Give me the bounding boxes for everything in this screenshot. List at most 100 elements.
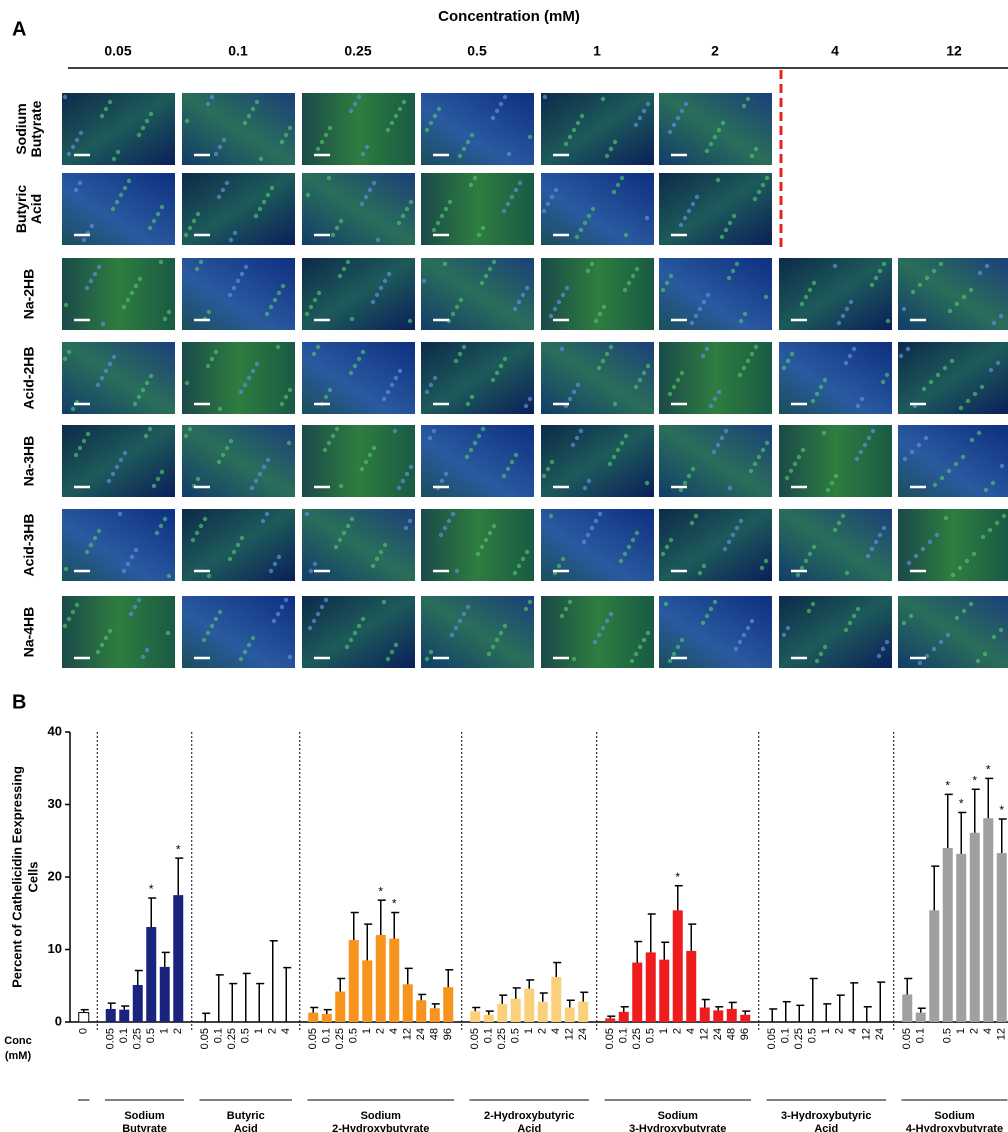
micrograph <box>779 596 892 668</box>
cell-spot <box>764 175 770 181</box>
micrograph <box>898 342 1008 414</box>
cell-spot <box>133 547 139 553</box>
x-tick-label: 4 <box>685 1028 697 1034</box>
cell-spot <box>333 544 339 550</box>
cell-spot <box>574 234 580 240</box>
cell-spot <box>502 623 508 629</box>
y-tick-label: 20 <box>48 868 62 883</box>
cell-spot <box>457 153 463 159</box>
cell-spot <box>541 208 547 214</box>
cell-spot <box>382 542 388 548</box>
cell-spot <box>129 290 135 296</box>
bar <box>551 977 562 1022</box>
cell-spot <box>679 370 685 376</box>
micrograph <box>302 93 415 165</box>
cell-spot <box>601 304 607 310</box>
cell-spot <box>63 302 69 308</box>
cell-spot <box>567 134 573 140</box>
cell-spot <box>679 637 685 643</box>
cell-spot <box>567 396 573 402</box>
cell-spot <box>121 568 127 574</box>
cell-spot <box>403 525 409 531</box>
cell-spot <box>125 561 131 567</box>
cell-spot <box>367 187 373 193</box>
cell-spot <box>629 658 635 664</box>
cell-spot <box>96 264 102 270</box>
cell-spot <box>836 320 842 326</box>
cell-spot <box>720 120 726 126</box>
cell-spot <box>630 273 636 279</box>
cell-spot <box>268 568 274 574</box>
x-tick-label: 0.5 <box>348 1028 360 1043</box>
cell-spot <box>450 311 456 317</box>
cell-spot <box>136 597 142 603</box>
cell-spot <box>427 435 433 441</box>
y-tick-label: 0 <box>55 1013 62 1028</box>
cell-spot <box>931 646 937 652</box>
micrograph <box>62 425 175 497</box>
cell-spot <box>70 609 76 615</box>
cell-spot <box>465 139 471 145</box>
group-label: 3-Hydroxybutyric <box>781 1110 871 1122</box>
cell-spot <box>785 625 791 631</box>
cell-spot <box>822 377 828 383</box>
bar <box>375 935 386 1022</box>
x-tick-label: 0.5 <box>510 1028 522 1043</box>
cell-spot <box>421 278 427 284</box>
cell-spot <box>77 180 83 186</box>
cell-spot <box>454 568 460 574</box>
cell-spot <box>375 237 381 243</box>
group-label: Sodium <box>361 1110 402 1122</box>
cell-spot <box>945 632 951 638</box>
cell-spot <box>125 297 131 303</box>
x-tick-label: 96 <box>442 1028 454 1040</box>
cell-spot <box>792 461 798 467</box>
cell-spot <box>608 611 614 617</box>
x-tick-label: 1 <box>658 1028 670 1034</box>
bar <box>983 818 994 1022</box>
group-label: Sodium <box>658 1110 699 1122</box>
bar <box>416 1000 427 1022</box>
cell-spot <box>370 299 376 305</box>
cell-spot <box>271 618 277 624</box>
x-tick-label: 0.1 <box>118 1028 130 1043</box>
bar <box>105 1008 116 1022</box>
bar <box>578 1001 589 1022</box>
bar <box>632 962 643 1022</box>
cell-spot <box>708 403 714 409</box>
cell-spot <box>316 290 322 296</box>
cell-spot <box>869 546 875 552</box>
micrograph <box>182 258 295 330</box>
cell-spot <box>253 213 259 219</box>
cell-spot <box>110 471 116 477</box>
cell-spot <box>991 320 997 326</box>
cell-spot <box>811 280 817 286</box>
cell-spot <box>596 365 602 371</box>
cell-spot <box>283 597 289 603</box>
cell-spot <box>254 361 260 367</box>
cell-spot <box>749 153 755 159</box>
cell-spot <box>465 604 471 610</box>
cell-spot <box>865 553 871 559</box>
group-label: Sodium <box>934 1110 975 1122</box>
cell-spot <box>371 180 377 186</box>
cell-spot <box>360 616 366 622</box>
cell-spot <box>147 426 153 432</box>
cell-spot <box>586 478 592 484</box>
cell-spot <box>869 282 875 288</box>
cell-spot <box>622 551 628 557</box>
cell-spot <box>719 435 725 441</box>
cell-spot <box>690 466 696 472</box>
cell-spot <box>88 278 94 284</box>
cell-spot <box>998 627 1004 633</box>
cell-spot <box>305 192 311 198</box>
row-label: Acid-2HB <box>21 346 37 409</box>
cell-spot <box>228 237 234 243</box>
cell-spot <box>741 365 747 371</box>
cell-spot <box>385 656 391 662</box>
cell-spot <box>759 565 765 571</box>
cell-spot <box>449 632 455 638</box>
cell-spot <box>954 301 960 307</box>
micrograph <box>62 258 175 330</box>
